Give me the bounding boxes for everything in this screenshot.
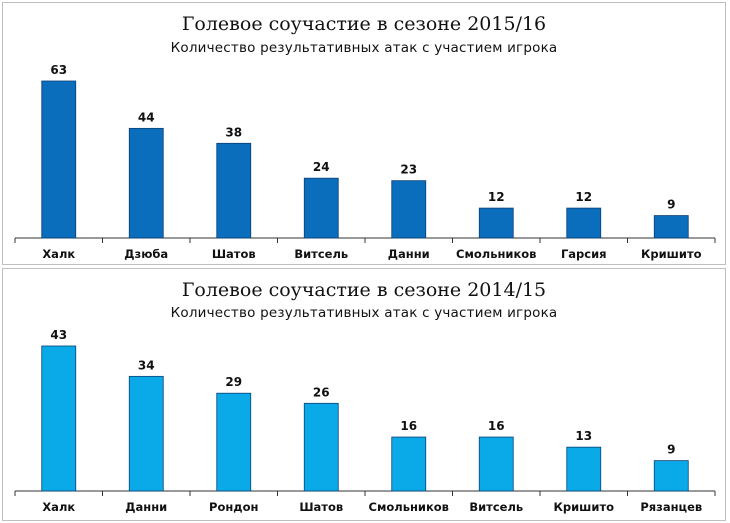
data-label: 13 bbox=[575, 429, 592, 443]
bar-chart-2015-16: 63 Халк 44 Дзюба 38 Шатов 24 Витсель 23 Данни 12 См… bbox=[14, 63, 716, 261]
data-label: 38 bbox=[225, 125, 242, 139]
chart-title: Голевое соучастие в сезоне 2014/15 bbox=[181, 279, 547, 301]
x-tick-label: Дзюба bbox=[124, 247, 168, 261]
x-tick-label: Смольников bbox=[456, 247, 536, 261]
x-tick-label: Гарсия bbox=[561, 247, 607, 261]
data-label: 43 bbox=[50, 328, 67, 342]
bar bbox=[128, 127, 164, 239]
data-label: 16 bbox=[400, 419, 417, 433]
data-label: 34 bbox=[138, 358, 155, 372]
chart-title: Голевое соучастие в сезоне 2015/16 bbox=[181, 13, 547, 35]
data-label: 24 bbox=[313, 160, 330, 174]
chart-subtitle: Количество результативных атак с участие… bbox=[170, 305, 558, 321]
x-tick-label: Рязанцев bbox=[640, 500, 702, 514]
data-label: 12 bbox=[488, 190, 505, 204]
bar bbox=[391, 436, 427, 492]
bar-chart-2014-15: 43 Халк 34 Данни 29 Рондон 26 Шатов 16 Смольников… bbox=[14, 328, 716, 514]
chart-subtitle: Количество результативных атак с участие… bbox=[170, 40, 558, 56]
x-tick-label: Витсель bbox=[294, 247, 348, 261]
x-tick-label: Данни bbox=[125, 500, 167, 514]
data-label: 23 bbox=[400, 163, 417, 177]
x-tick-label: Кришито bbox=[553, 500, 614, 514]
x-tick-label: Халк bbox=[42, 500, 75, 514]
bar bbox=[653, 460, 689, 492]
data-label: 9 bbox=[667, 443, 675, 457]
x-tick-label: Смольников bbox=[369, 500, 449, 514]
bar bbox=[41, 345, 77, 492]
x-tick-label: Шатов bbox=[212, 247, 256, 261]
chart-panel-2015-16: Голевое соучастие в сезоне 2015/16 Колич… bbox=[2, 2, 726, 265]
bar bbox=[391, 180, 427, 239]
bar bbox=[478, 436, 514, 492]
bar bbox=[303, 402, 339, 492]
x-tick-label: Шатов bbox=[299, 500, 343, 514]
bar bbox=[216, 142, 252, 239]
bar bbox=[566, 446, 602, 492]
bar bbox=[478, 207, 514, 239]
bar bbox=[41, 80, 77, 239]
data-label: 26 bbox=[313, 385, 330, 399]
data-label: 12 bbox=[575, 190, 592, 204]
bar bbox=[566, 207, 602, 239]
data-label: 29 bbox=[225, 375, 242, 389]
data-label: 16 bbox=[488, 419, 505, 433]
data-label: 63 bbox=[50, 63, 67, 77]
chart-panel-2014-15: Голевое соучастие в сезоне 2014/15 Колич… bbox=[2, 268, 726, 521]
bar bbox=[128, 375, 164, 492]
bar bbox=[303, 177, 339, 239]
x-tick-label: Витсель bbox=[469, 500, 523, 514]
x-tick-label: Кришито bbox=[641, 247, 702, 261]
x-tick-label: Халк bbox=[42, 247, 75, 261]
data-label: 44 bbox=[138, 110, 155, 124]
bar bbox=[653, 215, 689, 239]
bar bbox=[216, 392, 252, 492]
x-tick-label: Рондон bbox=[209, 500, 258, 514]
x-tick-label: Данни bbox=[388, 247, 430, 261]
data-label: 9 bbox=[667, 198, 675, 212]
